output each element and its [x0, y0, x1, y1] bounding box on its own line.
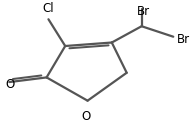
- Text: Br: Br: [177, 32, 190, 46]
- Text: Br: Br: [137, 5, 150, 18]
- Text: Cl: Cl: [43, 2, 54, 15]
- Text: O: O: [81, 110, 90, 123]
- Text: O: O: [6, 78, 15, 91]
